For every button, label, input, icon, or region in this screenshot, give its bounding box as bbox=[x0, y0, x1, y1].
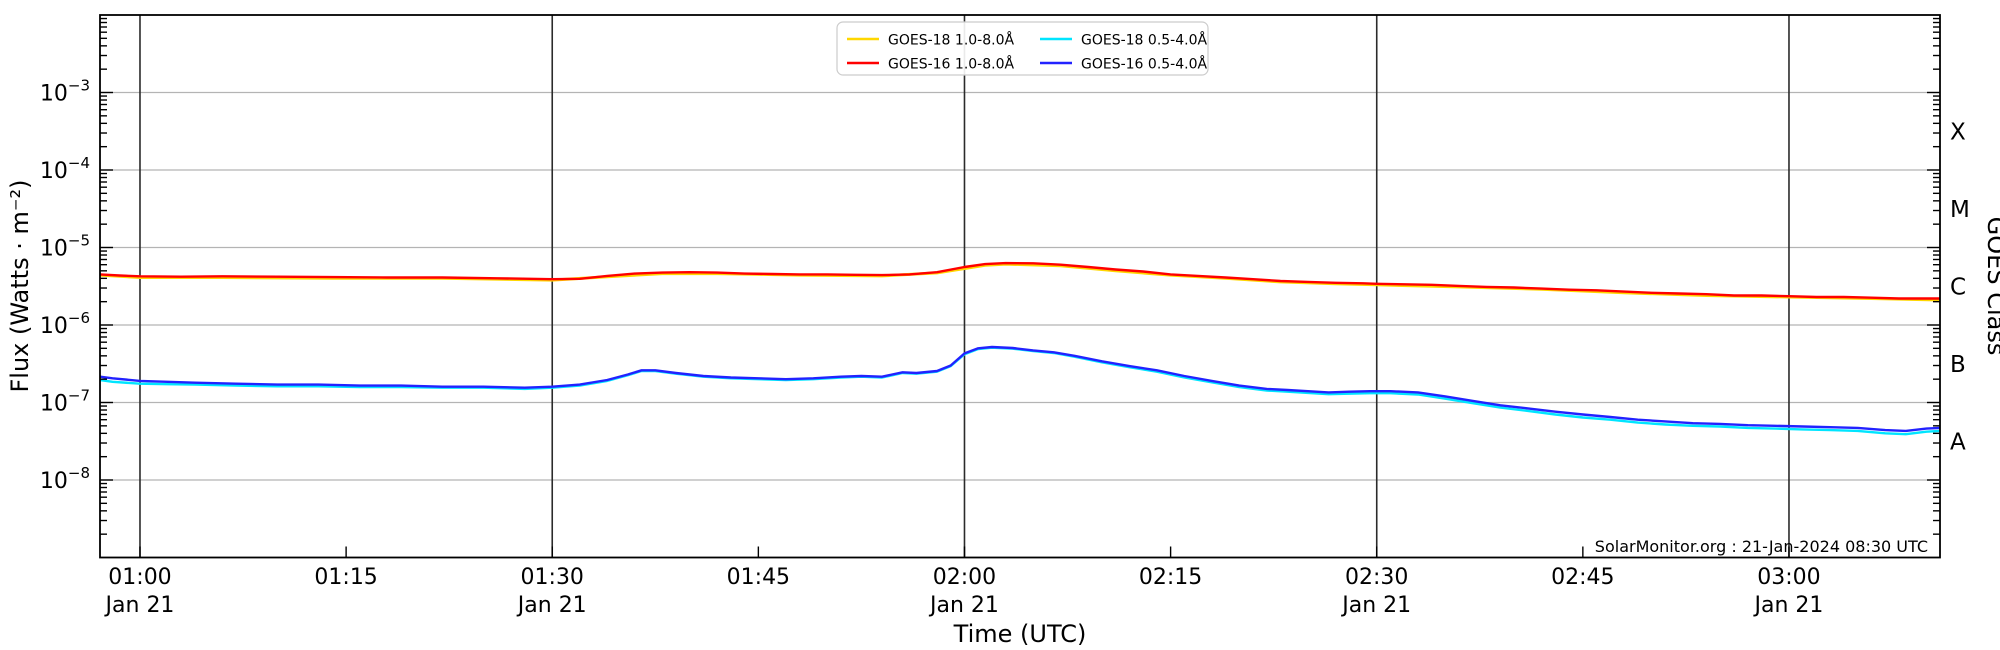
goes-class-c: C bbox=[1950, 274, 1966, 300]
credit-text: SolarMonitor.org : 21-Jan-2024 08:30 UTC bbox=[1595, 537, 1928, 556]
x-date-label: Jan 21 bbox=[104, 593, 175, 618]
goes-class-x: X bbox=[1950, 119, 1966, 145]
right-axis-title: GOES Class bbox=[1982, 217, 2000, 356]
x-ticks-and-labels: 01:00 Jan 21 01:15 01:30 Jan 21 01:45 02:00 Jan… bbox=[104, 546, 1824, 618]
goes-class-m: M bbox=[1950, 197, 1970, 223]
x-tick-label: 02:00 bbox=[933, 565, 996, 590]
x-tick-label: 02:30 bbox=[1345, 565, 1408, 590]
legend: GOES-18 1.0-8.0Å GOES-16 1.0-8.0Å GOES-18 … bbox=[836, 21, 1209, 76]
x-date-label: Jan 21 bbox=[516, 593, 587, 618]
y-tick-label: 10−5 bbox=[40, 232, 90, 262]
y-ticks bbox=[100, 17, 1940, 535]
goes-class-a: A bbox=[1950, 429, 1966, 455]
y-axis-title: Flux (Watts · m⁻²) bbox=[6, 179, 34, 392]
x-tick-label: 01:45 bbox=[727, 565, 790, 590]
plot-border bbox=[99, 14, 1941, 559]
legend-label-goes-18-1-0-8-0: GOES-18 1.0-8.0Å bbox=[888, 32, 1014, 49]
goes-class-b: B bbox=[1950, 352, 1966, 378]
series-line-goes-16-0-5-4-0 bbox=[100, 345, 1940, 433]
x-date-label: Jan 21 bbox=[928, 593, 999, 618]
y-tick-label: 10−7 bbox=[40, 387, 90, 417]
x-tick-label: 03:00 bbox=[1757, 565, 1820, 590]
x-axis-title: Time (UTC) bbox=[953, 620, 1087, 648]
series-line-goes-16-1-0-8-0 bbox=[100, 261, 1940, 300]
x-tick-label: 01:30 bbox=[521, 565, 584, 590]
series-lines bbox=[100, 261, 1940, 436]
x-tick-label: 02:45 bbox=[1551, 565, 1614, 590]
x-tick-label: 02:15 bbox=[1139, 565, 1202, 590]
legend-box bbox=[836, 21, 1209, 76]
x-date-label: Jan 21 bbox=[1340, 593, 1411, 618]
legend-label-goes-18-0-5-4-0: GOES-18 0.5-4.0Å bbox=[1081, 32, 1207, 49]
x-tick-label: 01:00 bbox=[108, 565, 171, 590]
legend-label-goes-16-0-5-4-0: GOES-16 0.5-4.0Å bbox=[1081, 56, 1207, 73]
x-tick-label: 01:15 bbox=[314, 565, 377, 590]
legend-label-goes-16-1-0-8-0: GOES-16 1.0-8.0Å bbox=[888, 56, 1014, 73]
goes-class-labels: X M C B A bbox=[1950, 119, 1970, 455]
y-tick-labels: 10−310−410−510−610−710−8 bbox=[40, 77, 90, 495]
x-date-label: Jan 21 bbox=[1753, 593, 1824, 618]
plot-area: 10−310−410−510−610−710−8 01:00 Jan 21 01:15… bbox=[40, 14, 1970, 618]
horizontal-gridlines bbox=[100, 91, 1940, 481]
